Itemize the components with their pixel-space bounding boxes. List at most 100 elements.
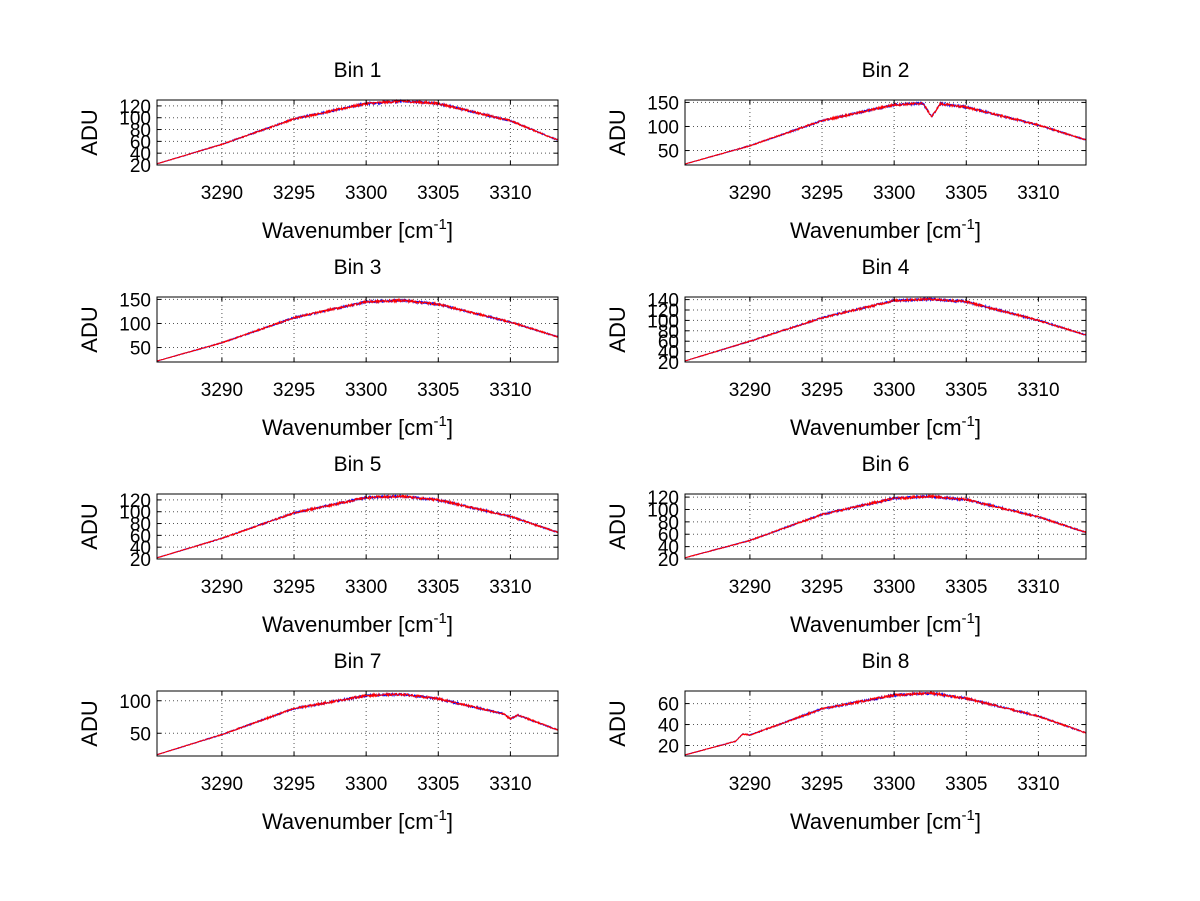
chart-4-series-2-line [684, 296, 1087, 362]
chart-3-x-tick-label: 3295 [273, 380, 315, 401]
chart-5-title: Bin 5 [334, 453, 382, 476]
chart-8-axes-box [684, 690, 1087, 757]
chart-5-y-tick-label: 80 [130, 515, 151, 536]
chart-1-axes-box [156, 99, 559, 166]
chart-1-x-axis-label: Wavenumber [cm-1] [262, 216, 453, 243]
chart-6-y-tick-label: 60 [658, 525, 679, 546]
chart-7-y-axis-label: ADU [77, 700, 102, 746]
chart-1-title: Bin 1 [334, 59, 382, 82]
chart-3-x-tick-label: 3310 [489, 380, 531, 401]
chart-4-x-axis-label: Wavenumber [cm-1] [790, 413, 981, 440]
chart-2-x-tick-label: 3310 [1017, 183, 1059, 204]
chart-7-panel: Bin 7 3290 3295 3300 3305 3310 50 100 Wavenumber… [77, 650, 559, 834]
chart-1-x-tick-label: 3300 [345, 183, 387, 204]
chart-5-x-tick-label: 3300 [345, 577, 387, 598]
chart-7-x-tick-label: 3290 [201, 774, 243, 795]
chart-6-y-tick-label: 120 [647, 488, 679, 509]
chart-4-x-tick-label: 3290 [729, 380, 771, 401]
chart-2-x-tick-label: 3290 [729, 183, 771, 204]
chart-5-y-tick-label: 100 [119, 503, 151, 524]
chart-6-series-2-line [684, 493, 1087, 559]
chart-1-x-tick-label: 3310 [489, 183, 531, 204]
chart-2-y-tick-label: 150 [647, 93, 679, 114]
chart-2-y-tick-label: 100 [647, 117, 679, 138]
chart-1-y-axis-label: ADU [77, 109, 102, 155]
chart-6-x-tick-label: 3290 [729, 577, 771, 598]
chart-8-title: Bin 8 [862, 650, 910, 673]
chart-6-y-axis-label: ADU [605, 503, 630, 549]
chart-3-y-tick-label: 100 [119, 314, 151, 335]
chart-2-y-tick-label: 50 [658, 142, 679, 163]
chart-4-y-tick-label: 60 [658, 332, 679, 353]
chart-2-y-axis-label: ADU [605, 109, 630, 155]
chart-2-title: Bin 2 [862, 59, 910, 82]
chart-1-y-tick-label: 20 [130, 156, 151, 177]
chart-3-title: Bin 3 [334, 256, 382, 279]
chart-2-x-tick-label: 3295 [801, 183, 843, 204]
chart-8-x-tick-label: 3310 [1017, 774, 1059, 795]
chart-3-y-tick-label: 150 [119, 290, 151, 311]
chart-5-axes-box [156, 493, 559, 560]
chart-6-x-axis-label: Wavenumber [cm-1] [790, 610, 981, 637]
chart-1-series-2-line [156, 98, 559, 165]
chart-1-y-tick-label: 120 [119, 97, 151, 118]
chart-1-x-tick-label: 3305 [417, 183, 459, 204]
chart-3-panel: Bin 3 3290 3295 3300 3305 3310 50 100 150 Wavenum… [77, 256, 559, 440]
chart-5-x-axis-label: Wavenumber [cm-1] [262, 610, 453, 637]
chart-6-x-tick-label: 3305 [945, 577, 987, 598]
chart-5-y-tick-label: 60 [130, 526, 151, 547]
chart-5-series-2-line [156, 493, 559, 559]
chart-4-y-tick-label: 100 [647, 311, 679, 332]
chart-1-x-tick-label: 3295 [273, 183, 315, 204]
chart-5-x-tick-label: 3305 [417, 577, 459, 598]
chart-8-series-2-line [684, 690, 1087, 756]
chart-1-y-tick-label: 80 [130, 121, 151, 142]
chart-5-x-tick-label: 3310 [489, 577, 531, 598]
chart-7-y-tick-label: 100 [119, 692, 151, 713]
chart-7-x-axis-label: Wavenumber [cm-1] [262, 807, 453, 834]
chart-7-x-tick-label: 3295 [273, 774, 315, 795]
chart-4-axes-box [684, 296, 1087, 363]
chart-5-x-tick-label: 3295 [273, 577, 315, 598]
chart-2-x-tick-label: 3305 [945, 183, 987, 204]
chart-6-x-tick-label: 3295 [801, 577, 843, 598]
chart-4-y-tick-label: 120 [647, 301, 679, 322]
chart-3-x-axis-label: Wavenumber [cm-1] [262, 413, 453, 440]
chart-1-y-tick-label: 40 [130, 144, 151, 165]
chart-8-x-tick-label: 3305 [945, 774, 987, 795]
chart-4-panel: Bin 4 3290 3295 3300 3305 3310 204060801001201… [605, 256, 1087, 440]
chart-7-x-tick-label: 3300 [345, 774, 387, 795]
chart-6-y-tick-label: 80 [658, 513, 679, 534]
chart-7-x-tick-label: 3305 [417, 774, 459, 795]
chart-4-y-tick-label: 140 [647, 291, 679, 312]
chart-1-y-tick-label: 100 [119, 109, 151, 130]
chart-1-x-tick-label: 3290 [201, 183, 243, 204]
chart-8-x-axis-label: Wavenumber [cm-1] [790, 807, 981, 834]
chart-4-title: Bin 4 [862, 256, 910, 279]
chart-2-axes-box [684, 99, 1087, 166]
chart-6-x-tick-label: 3310 [1017, 577, 1059, 598]
chart-6-y-tick-label: 100 [647, 500, 679, 521]
chart-2-panel: Bin 2 3290 3295 3300 3305 3310 50 100 150 Wavenum… [605, 59, 1087, 243]
chart-8-x-tick-label: 3300 [873, 774, 915, 795]
chart-6-y-tick-label: 20 [658, 550, 679, 571]
chart-5-y-tick-label: 120 [119, 491, 151, 512]
chart-5-y-tick-label: 20 [130, 550, 151, 571]
chart-8-x-tick-label: 3295 [801, 774, 843, 795]
chart-8-x-tick-label: 3290 [729, 774, 771, 795]
chart-2-series-2-line [684, 101, 1087, 165]
chart-3-axes-box [156, 296, 559, 363]
chart-4-y-tick-label: 20 [658, 353, 679, 374]
chart-4-x-tick-label: 3295 [801, 380, 843, 401]
chart-2-x-tick-label: 3300 [873, 183, 915, 204]
chart-5-x-tick-label: 3290 [201, 577, 243, 598]
chart-8-y-axis-label: ADU [605, 700, 630, 746]
chart-2-x-axis-label: Wavenumber [cm-1] [790, 216, 981, 243]
chart-3-x-tick-label: 3305 [417, 380, 459, 401]
chart-3-y-tick-label: 50 [130, 339, 151, 360]
chart-4-x-tick-label: 3305 [945, 380, 987, 401]
chart-4-y-tick-label: 80 [658, 322, 679, 343]
